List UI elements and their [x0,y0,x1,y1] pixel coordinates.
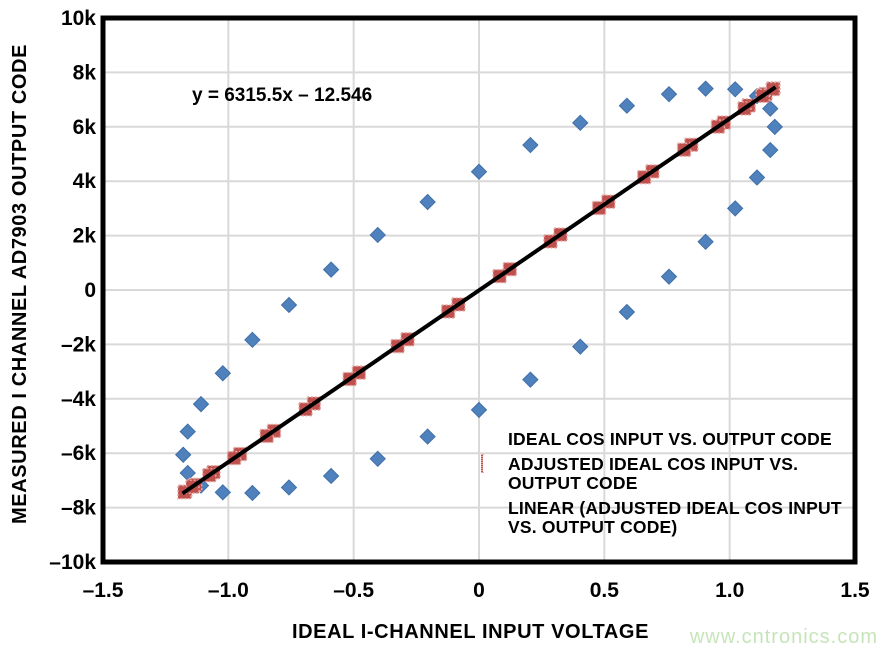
x-tick-label: 1.5 [840,579,870,602]
blue-diamond-point [322,261,340,278]
trend-line [181,85,777,496]
blue-diamond-point [748,169,766,186]
blue-diamond-point [214,365,232,382]
x-tick-label: 0 [473,579,485,602]
legend-label: OUTPUT CODE [508,473,638,493]
y-tick-label: –4k [61,388,96,411]
y-tick-label: 0 [84,279,96,302]
blue-diamond-point [572,338,589,355]
blue-diamond-point [618,303,636,321]
blue-diamond-point [179,423,196,440]
x-tick-label: 0.5 [590,579,620,602]
blue-diamond-point [762,100,779,117]
blue-diamond-point [660,85,678,103]
y-tick-label: 6k [73,116,97,139]
blue-diamond-point [697,233,714,251]
x-axis-title: IDEAL I-CHANNEL INPUT VOLTAGE [291,621,650,643]
blue-diamond-point [369,450,386,468]
y-tick-label: –10k [49,551,96,574]
y-axis-title: MEASURED I CHANNEL AD7903 OUTPUT CODE [9,43,31,524]
blue-diamond-point [244,331,261,349]
blue-diamond-point [470,163,488,180]
legend-label: LINEAR (ADJUSTED IDEAL COS INPUT [508,497,842,518]
blue-diamond-point [214,484,232,501]
blue-diamond-point [419,428,436,445]
blue-diamond-point [192,395,210,413]
x-tick-label: –0.5 [333,579,374,602]
blue-diamond-point [522,371,539,388]
blue-diamond-point [470,401,488,419]
legend-label: IDEAL COS INPUT VS. OUTPUT CODE [508,429,832,449]
watermark: www.cntronics.com [689,626,878,648]
y-tick-label: –2k [61,333,96,356]
y-tick-label: 4k [73,170,97,193]
blue-diamond-point [726,200,744,217]
legend-item-adjusted-cos: ADJUSTED IDEAL COS INPUT VS. OUTPUT CODE [468,453,842,494]
x-tick-label: –1.5 [83,579,124,602]
legend-item-linear-fit: LINEAR (ADJUSTED IDEAL COS INPUT VS. OUT… [468,497,842,538]
y-tick-label: 10k [61,7,96,30]
y-tick-labels: 10k 8k 6k 4k 2k 0 –2k –4k –6k –8k –10k [49,7,96,574]
series-2 [181,85,777,496]
x-tick-label: 1.0 [715,579,744,602]
y-tick-label: 2k [73,225,97,248]
blue-diamond-point [419,193,436,211]
blue-diamond-point [280,296,298,314]
blue-diamond-point [522,136,539,154]
blue-diamond-point [766,118,783,136]
blue-diamond-point [697,80,714,97]
plot-border [100,15,858,565]
x-tick-labels: –1.5 –1.0 –0.5 0 0.5 1.0 1.5 [83,579,870,602]
blue-diamond-point [618,97,636,114]
legend-item-ideal-cos: IDEAL COS INPUT VS. OUTPUT CODE [468,429,842,450]
y-tick-label: –6k [61,442,96,465]
x-tick-label: –1.0 [208,579,249,602]
blue-diamond-point [762,141,779,159]
legend: IDEAL COS INPUT VS. OUTPUT CODE ADJUSTED… [468,429,842,543]
y-tick-label: –8k [61,497,96,520]
blue-diamond-point [322,467,340,485]
blue-diamond-point [244,484,261,502]
legend-label: VS. OUTPUT CODE) [508,517,678,537]
square-marker-icon [481,453,483,473]
blue-diamond-point [369,226,386,244]
blue-diamond-point [660,268,678,285]
y-tick-label: 8k [73,61,97,84]
legend-label: ADJUSTED IDEAL COS INPUT VS. [508,453,799,474]
trendline-equation: y = 6315.5x – 12.546 [192,85,373,106]
blue-diamond-point [280,479,298,496]
blue-diamond-point [726,81,744,98]
blue-diamond-point [175,446,192,463]
blue-diamond-point [572,114,589,132]
